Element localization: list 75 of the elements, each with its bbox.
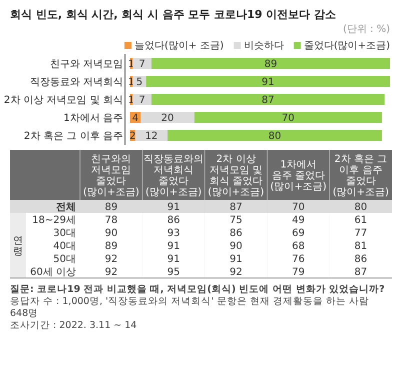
y-tick-label: 직장동료와 저녁회식 [30,77,123,88]
x-tick-label: 2차 이상 저녁모임 및 회식 줄었다 (많이+조금) [208,154,264,198]
data-label: 80 [268,131,282,142]
y-tick-label: 18~29세 [32,215,76,226]
y-tick-label: 2차 혹은 그 이후 음주 [24,131,123,142]
data-label: 92 [230,267,242,278]
data-label: 86 [167,215,180,226]
y-axis-title: 연령 [13,236,23,258]
y-tick-label: 60세 이상 [30,267,76,278]
data-label: 86 [230,228,242,239]
data-label: 87 [230,202,242,213]
text: 조사기간 : 2022. 3.11 ~ 14 [10,320,137,331]
y-tick-label: 40대 [53,241,76,252]
data-label: 49 [292,215,305,226]
data-label: 90 [104,228,118,239]
data-label: 79 [292,267,305,278]
data-label: 2 [129,131,136,142]
data-label: 68 [292,241,305,252]
legend-label: 줄었다(많이+조금) [304,40,390,52]
data-label: 92 [104,267,118,278]
y-tick-label: 전체 [56,202,76,213]
x-tick-label: 1차에서 음주 줄었다(많이+조금) [270,160,327,192]
data-label: 91 [262,77,274,88]
data-label: 20 [161,113,174,124]
data-label: 91 [167,254,180,265]
data-label: 89 [104,202,118,213]
data-label: 89 [264,59,278,70]
data-label: 7 [138,59,146,70]
text: (단위 : %) [342,24,390,35]
legend-label: 늘었다(많이+ 조금) [134,40,224,52]
bar [194,112,382,123]
data-label: 61 [354,215,368,226]
bar [151,94,385,105]
data-label: 4 [132,113,139,124]
data-label: 7 [138,95,146,106]
text: 응답자 수 : 1,000명, '직장동료와의 저녁회식' 문항은 현재 경제활동을 하는 사람 648명 [10,296,369,319]
data-label: 70 [282,113,295,124]
data-label: 87 [262,95,274,106]
data-label: 93 [167,228,180,239]
bar [132,94,152,105]
data-label: 76 [292,254,305,265]
data-label: 89 [104,241,118,252]
bar [146,76,390,87]
bar [132,58,152,69]
legend-label: 비슷하다 [244,40,284,52]
data-label: 92 [104,254,118,265]
chart-title: 회식 빈도, 회식 시간, 회식 시 음주 모두 코로나19 이전보다 감소 [10,8,336,21]
y-tick-label: 2차 이상 저녁모임 및 회식 [4,95,123,106]
bar [168,130,382,141]
text: 질문: 코로나19 전과 비교했을 때, 저녁모임(회식) 빈도에 어떤 변화가 있었습니까? [10,284,385,295]
data-label: 77 [354,228,368,239]
y-tick-label: 30대 [53,228,76,239]
data-label: 75 [230,215,242,226]
y-tick-label: 1차에서 음주 [63,113,123,124]
data-label: 95 [167,267,180,278]
data-label: 91 [167,202,180,213]
x-tick-label: 직장동료와의 저녁회식 줄었다 (많이+조금) [144,154,204,198]
data-label: 5 [136,77,143,88]
y-tick-label: 친구와 저녁모임 [50,59,123,70]
data-label: 78 [104,215,118,226]
data-label: 12 [145,131,158,142]
data-label: 81 [354,241,368,252]
data-label: 80 [354,202,368,213]
data-label: 90 [230,241,242,252]
data-label: 87 [354,267,368,278]
data-label: 91 [167,241,180,252]
data-label: 70 [292,202,305,213]
y-tick-label: 50대 [53,254,76,265]
bar [140,112,194,123]
data-label: 86 [354,254,368,265]
bar [151,58,390,69]
data-label: 69 [292,228,305,239]
x-tick-label: 2차 혹은 그 이후 음주 줄었다 (많이+조금) [332,154,389,198]
data-label: 91 [230,254,242,265]
x-tick-label: 친구와의 저녁모임 줄었다 (많이+조금) [83,154,140,198]
